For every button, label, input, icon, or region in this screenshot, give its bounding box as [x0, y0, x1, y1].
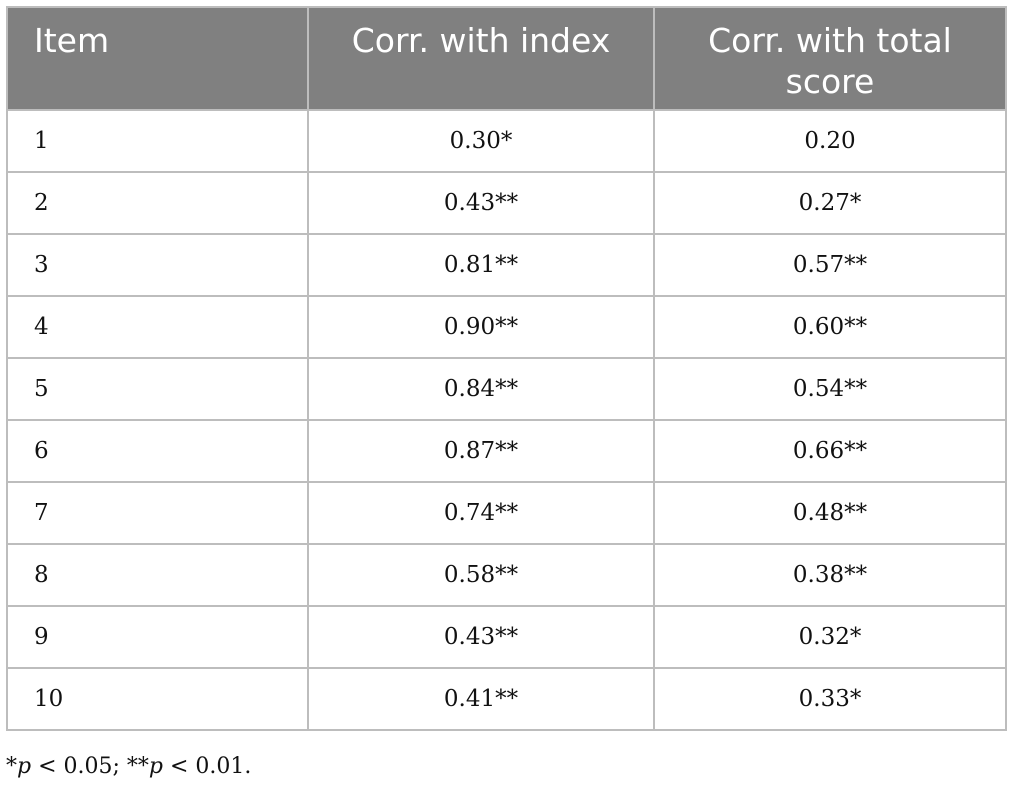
cell-corr-total: 0.27* [653, 171, 1007, 235]
cell-corr-total: 0.33* [653, 667, 1007, 731]
cell-corr-index: 0.90** [307, 295, 655, 359]
table-row: 9 0.43** 0.32* [6, 605, 1007, 669]
cell-corr-total: 0.38** [653, 543, 1007, 607]
table-row: 10 0.41** 0.33* [6, 667, 1007, 731]
table-footnote: *p < 0.05; **p < 0.01. [6, 754, 251, 779]
column-header-corr-index: Corr. with index [307, 6, 655, 111]
column-header-corr-total: Corr. with total score [653, 6, 1007, 111]
cell-corr-total: 0.20 [653, 109, 1007, 173]
cell-item: 2 [6, 171, 309, 235]
cell-corr-total: 0.48** [653, 481, 1007, 545]
table-row: 3 0.81** 0.57** [6, 233, 1007, 297]
cell-corr-index: 0.81** [307, 233, 655, 297]
footnote-p-symbol: p [17, 754, 32, 779]
table-row: 4 0.90** 0.60** [6, 295, 1007, 359]
table-row: 1 0.30* 0.20 [6, 109, 1007, 173]
cell-corr-index: 0.87** [307, 419, 655, 483]
cell-item: 4 [6, 295, 309, 359]
cell-item: 9 [6, 605, 309, 669]
footnote-threshold-1: < 0.05; [31, 754, 127, 779]
cell-item: 7 [6, 481, 309, 545]
cell-item: 10 [6, 667, 309, 731]
cell-item: 6 [6, 419, 309, 483]
cell-item: 8 [6, 543, 309, 607]
table-header: Item Corr. with index Corr. with total s… [6, 6, 1007, 111]
table-row: 2 0.43** 0.27* [6, 171, 1007, 235]
footnote-p-symbol: p [148, 754, 163, 779]
table-row: 7 0.74** 0.48** [6, 481, 1007, 545]
column-header-item: Item [6, 6, 309, 111]
cell-corr-index: 0.43** [307, 171, 655, 235]
cell-corr-index: 0.43** [307, 605, 655, 669]
footnote-mark-double: ** [126, 754, 149, 779]
cell-corr-index: 0.58** [307, 543, 655, 607]
cell-corr-total: 0.57** [653, 233, 1007, 297]
cell-corr-index: 0.41** [307, 667, 655, 731]
cell-corr-total: 0.66** [653, 419, 1007, 483]
cell-corr-index: 0.74** [307, 481, 655, 545]
table-row: 8 0.58** 0.38** [6, 543, 1007, 607]
footnote-threshold-2: < 0.01. [163, 754, 252, 779]
cell-corr-total: 0.54** [653, 357, 1007, 421]
cell-corr-index: 0.30* [307, 109, 655, 173]
table-body: 1 0.30* 0.20 2 0.43** 0.27* 3 0.81** 0.5… [6, 109, 1007, 731]
cell-item: 5 [6, 357, 309, 421]
cell-item: 3 [6, 233, 309, 297]
cell-corr-total: 0.32* [653, 605, 1007, 669]
table-row: 5 0.84** 0.54** [6, 357, 1007, 421]
cell-item: 1 [6, 109, 309, 173]
footnote-mark-single: * [6, 754, 17, 779]
correlation-table: Item Corr. with index Corr. with total s… [6, 6, 1007, 731]
header-row: Item Corr. with index Corr. with total s… [6, 6, 1007, 111]
cell-corr-total: 0.60** [653, 295, 1007, 359]
cell-corr-index: 0.84** [307, 357, 655, 421]
correlation-table-container: Item Corr. with index Corr. with total s… [6, 6, 1007, 731]
table-row: 6 0.87** 0.66** [6, 419, 1007, 483]
